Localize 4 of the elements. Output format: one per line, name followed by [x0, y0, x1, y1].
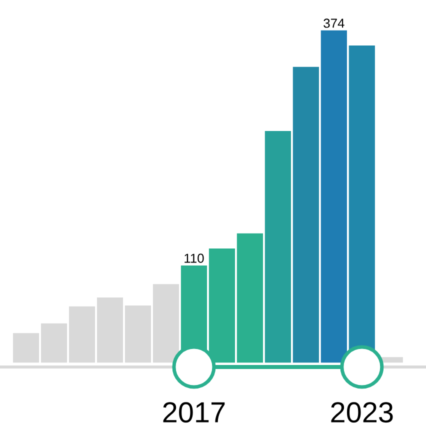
text: 2023	[331, 402, 393, 423]
data-label: 110	[184, 254, 204, 263]
data-label: 374	[324, 18, 344, 28]
text: 2017	[163, 402, 225, 423]
